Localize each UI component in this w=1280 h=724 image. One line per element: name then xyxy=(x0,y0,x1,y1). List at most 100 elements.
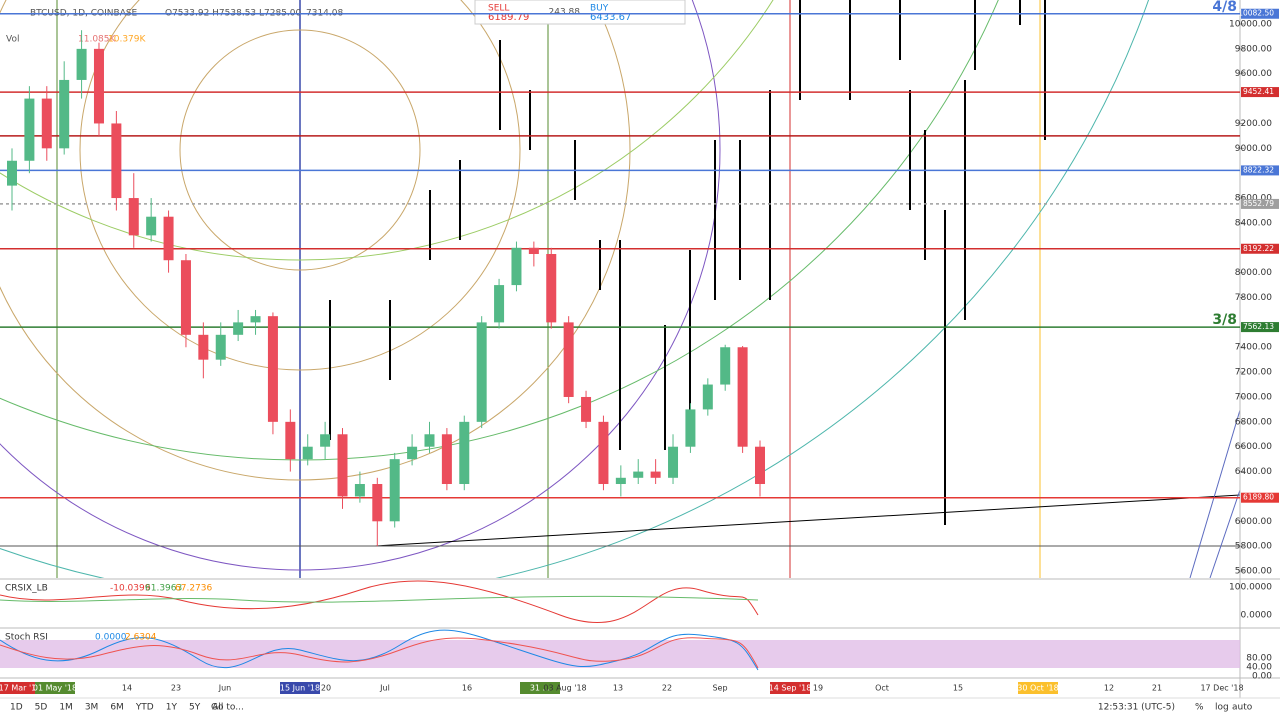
candle-body xyxy=(702,384,713,410)
candle-body xyxy=(337,434,348,497)
candle-body xyxy=(407,446,418,460)
price-label: 10082.50 xyxy=(1238,9,1274,18)
date-label-box xyxy=(1018,682,1058,694)
y-tick-label: 6000.00 xyxy=(1235,517,1272,527)
x-tick-label: Oct xyxy=(875,684,889,693)
candle-body xyxy=(528,247,539,255)
x-tick-label: 16 xyxy=(462,684,472,693)
stoch-axis-label: 0.00 xyxy=(1252,672,1272,682)
date-label-box xyxy=(520,682,560,694)
range-button[interactable]: 5D xyxy=(35,703,48,713)
scale-option[interactable]: auto xyxy=(1232,703,1253,713)
candle-body xyxy=(546,254,557,323)
price-label: 8822.32 xyxy=(1243,165,1274,174)
candle-body xyxy=(320,434,331,447)
range-button[interactable]: 6M xyxy=(110,703,124,713)
stoch-name: Stoch RSI xyxy=(5,633,48,643)
candle-body xyxy=(233,322,244,335)
candle-body xyxy=(633,471,644,478)
gann-arc xyxy=(0,0,631,481)
x-tick-label: 13 xyxy=(613,684,623,693)
price-label: 8552.79 xyxy=(1243,199,1274,208)
gann-arc xyxy=(179,29,421,271)
price-label: 8192.22 xyxy=(1243,244,1274,253)
y-tick-label: 6400.00 xyxy=(1235,467,1272,477)
y-tick-label: 6600.00 xyxy=(1235,442,1272,452)
range-button[interactable]: 3M xyxy=(85,703,99,713)
y-tick-label: 7400.00 xyxy=(1235,343,1272,353)
crsi-axis-label: 100.0000 xyxy=(1229,583,1272,593)
y-tick-label: 9800.00 xyxy=(1235,44,1272,54)
trade-panel xyxy=(474,0,686,25)
price-label: 9452.41 xyxy=(1243,87,1274,96)
scale-option[interactable]: log xyxy=(1215,703,1229,713)
date-label-box xyxy=(280,682,320,694)
range-button[interactable]: YTD xyxy=(135,703,154,713)
y-tick-label: 8400.00 xyxy=(1235,218,1272,228)
crsi-value: 67.2736 xyxy=(175,584,212,594)
range-button[interactable]: All xyxy=(212,703,223,713)
candle-body xyxy=(598,421,609,485)
candle-body xyxy=(459,421,470,485)
crsi-axis-label: 0.0000 xyxy=(1241,611,1273,621)
level-tag: 4/8 xyxy=(1212,0,1237,15)
sell-label[interactable]: SELL xyxy=(488,4,509,14)
goto-button[interactable]: Go to... xyxy=(211,703,244,713)
candle-body xyxy=(668,446,679,478)
candle-body xyxy=(250,316,261,323)
x-tick-label: 17 Mar '18 xyxy=(0,684,41,693)
projection-bars xyxy=(329,0,1046,525)
candle-body xyxy=(93,48,104,124)
x-tick-label: 21 xyxy=(1152,684,1162,693)
x-tick-label: Sep xyxy=(712,684,727,693)
stoch-axis-label: 80.00 xyxy=(1246,654,1272,664)
price-label-box xyxy=(1241,8,1279,19)
candle-body xyxy=(720,347,731,385)
range-button[interactable]: 1M xyxy=(59,703,73,713)
y-tick-label: 6800.00 xyxy=(1235,417,1272,427)
candle-body xyxy=(563,322,574,397)
volume-value: 11.085K xyxy=(78,35,116,45)
sell-price[interactable]: 6189.79 xyxy=(488,12,529,23)
candle-body xyxy=(111,123,122,199)
y-tick-label: 7000.00 xyxy=(1235,392,1272,402)
candle-body xyxy=(685,409,696,447)
buy-label[interactable]: BUY xyxy=(590,4,609,14)
range-button[interactable]: 1Y xyxy=(166,703,178,713)
price-label: 7562.13 xyxy=(1243,322,1274,331)
stoch-value: 2.6304 xyxy=(125,633,157,643)
price-label: 6189.80 xyxy=(1243,493,1274,502)
date-label-box xyxy=(0,682,40,694)
stoch-value: 0.0000 xyxy=(95,633,127,643)
candle-body xyxy=(285,421,296,460)
candle-body xyxy=(76,48,87,80)
range-button[interactable]: 1D xyxy=(10,703,23,713)
buy-price[interactable]: 6433.67 xyxy=(590,12,631,23)
y-tick-label: 7800.00 xyxy=(1235,293,1272,303)
level-tag: 3/8 xyxy=(1212,312,1237,328)
x-tick-label: 17 Dec '18 xyxy=(1200,684,1243,693)
candle-body xyxy=(24,98,35,161)
candle-body xyxy=(146,216,157,236)
x-tick-label: 14 Sep '18 xyxy=(769,684,812,693)
y-tick-label: 9600.00 xyxy=(1235,69,1272,79)
candle-body xyxy=(302,446,313,460)
candle-body xyxy=(41,98,52,149)
candle-body xyxy=(354,484,365,497)
y-tick-label: 8000.00 xyxy=(1235,268,1272,278)
gann-arc xyxy=(0,0,999,461)
drawings xyxy=(0,0,1240,578)
x-tick-label: 31 ... xyxy=(530,684,550,693)
x-tick-label: 15 Jun '18 xyxy=(280,684,320,693)
scale-option[interactable]: % xyxy=(1195,703,1204,713)
candle-body xyxy=(267,316,278,422)
candle-body xyxy=(215,334,226,360)
range-button[interactable]: 5Y xyxy=(189,703,201,713)
candle-body xyxy=(511,247,522,286)
candles xyxy=(7,30,765,547)
x-tick-label: Jun xyxy=(218,684,232,693)
stoch-band xyxy=(0,640,1240,668)
candle-body xyxy=(59,79,70,149)
candle-body xyxy=(180,260,191,335)
